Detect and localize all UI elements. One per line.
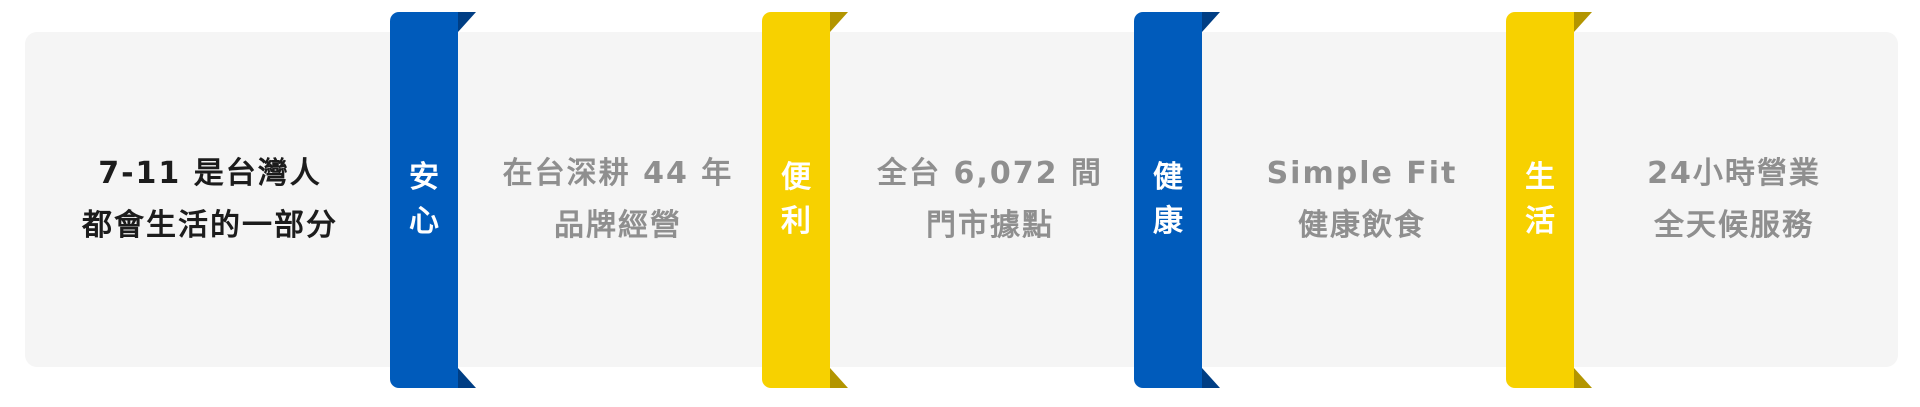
ribbon-char: 心: [409, 204, 439, 239]
ribbon-fold-top: [1202, 12, 1220, 32]
ribbon-char: 活: [1525, 204, 1555, 239]
pillar-text-bianli: 全台 6,072 間 門市據點: [848, 32, 1132, 367]
pillar-line-1: 在台深耕 44 年: [502, 155, 734, 191]
ribbon-char: 健: [1153, 160, 1183, 195]
ribbon-fold-top: [1574, 12, 1592, 32]
pillar-line-1: 24小時營業: [1647, 155, 1821, 191]
pillar-text-jiankang: Simple Fit 健康飲食: [1220, 32, 1504, 367]
ribbon-char: 康: [1153, 204, 1183, 239]
ribbon-fold-top: [830, 12, 848, 32]
ribbon-char: 利: [781, 204, 811, 239]
intro-text: 7-11 是台灣人 都會生活的一部分: [30, 32, 390, 367]
ribbon-fold-bottom: [458, 368, 476, 388]
ribbon-tag-bianli: 便 利: [762, 12, 848, 388]
ribbon-fold-bottom: [1574, 368, 1592, 388]
ribbon-tag-jiankang: 健 康: [1134, 12, 1220, 388]
pillar-text-anxin: 在台深耕 44 年 品牌經營: [476, 32, 760, 367]
feature-panel: [25, 32, 1898, 367]
intro-line-2: 都會生活的一部分: [82, 207, 338, 243]
pillar-line-2: 品牌經營: [554, 207, 682, 243]
pillar-line-1: 全台 6,072 間: [877, 155, 1103, 191]
ribbon-char: 便: [781, 160, 811, 195]
ribbon-char: 安: [409, 160, 439, 195]
ribbon-fold-top: [458, 12, 476, 32]
pillar-text-shenghuo: 24小時營業 全天候服務: [1592, 32, 1876, 367]
ribbon-tag-anxin: 安 心: [390, 12, 476, 388]
ribbon-tag-shenghuo: 生 活: [1506, 12, 1592, 388]
ribbon-char: 生: [1525, 160, 1555, 195]
pillar-line-1: Simple Fit: [1266, 155, 1458, 191]
intro-line-1: 7-11 是台灣人: [98, 155, 322, 191]
pillar-line-2: 門市據點: [926, 207, 1054, 243]
ribbon-fold-bottom: [1202, 368, 1220, 388]
ribbon-fold-bottom: [830, 368, 848, 388]
pillar-line-2: 全天候服務: [1654, 207, 1814, 243]
pillar-line-2: 健康飲食: [1298, 207, 1426, 243]
